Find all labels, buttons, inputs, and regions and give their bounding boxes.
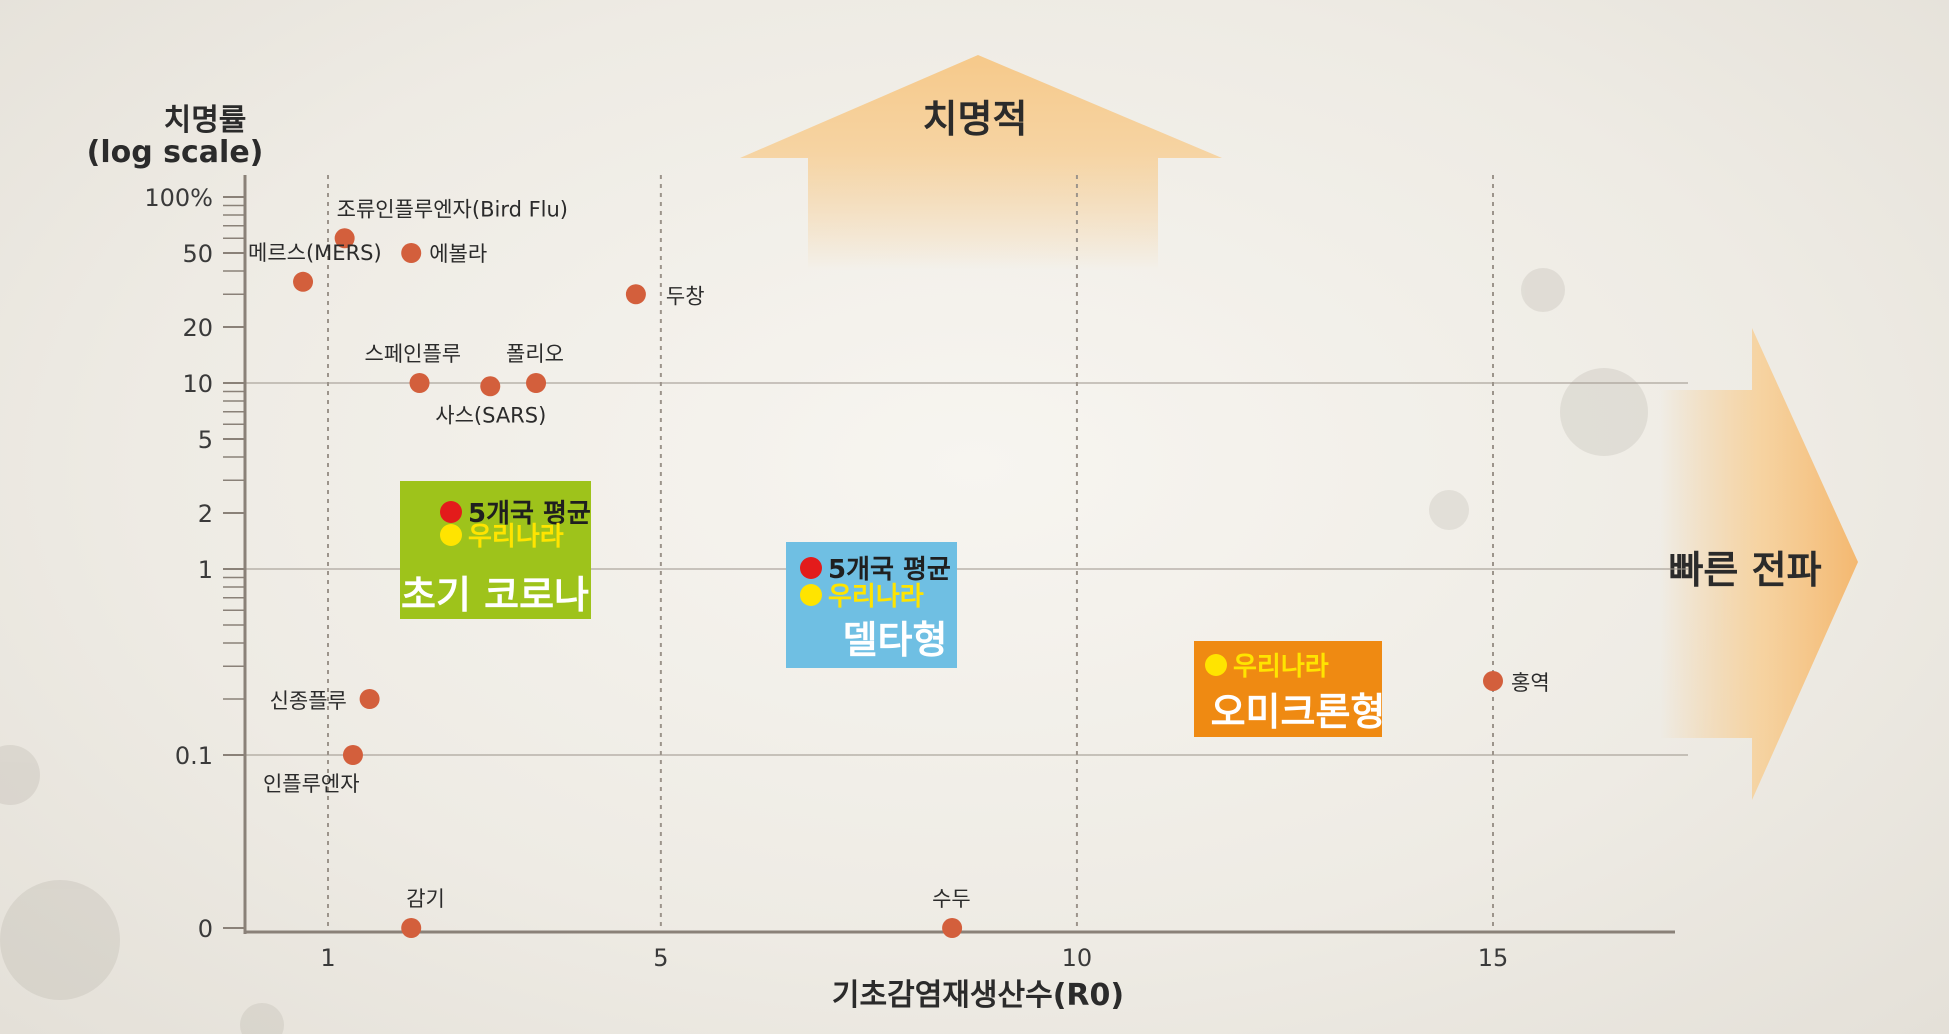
x-tick-label: 15 [1478,944,1509,972]
gridlines [245,175,1688,932]
data-point-label: 조류인플루엔자(Bird Flu) [337,197,568,221]
data-point [480,376,501,397]
delta-korea-label: 우리나라 [828,582,924,612]
data-point-label: 두창 [666,284,705,308]
data-point [625,284,646,305]
x-axis-title: 기초감염재생산수(R0) [832,978,1124,1013]
y-axis-title-line1: 치명률 [164,103,247,138]
early-korea-label: 우리나라 [468,522,564,552]
data-point-label: 메르스(MERS) [248,241,382,265]
data-point [409,373,430,393]
data-point-label: 수두 [932,887,971,911]
data-point-label: 인플루엔자 [263,772,360,796]
data-point [293,271,314,292]
y-tick-label: 0.1 [175,742,213,770]
omicron-box: 우리나라 오미크론형 [1194,641,1385,737]
data-point [334,228,355,249]
data-point-label: 신종플루 [270,689,347,713]
delta-avg-label: 5개국 평균 [828,555,951,585]
lethal-arrow: 치명적 [740,55,1222,270]
y-tick-label: 1 [198,556,213,584]
lethal-arrow-label: 치명적 [923,97,1028,141]
avg-dot [440,501,462,523]
y-tick-label: 10 [182,370,213,398]
data-points: 조류인플루엔자(Bird Flu) 메르스(MERS) 에볼라두창스페인플루사스(S… [248,197,1550,938]
korea-dot [440,524,462,546]
y-tick-label: 100% [144,184,213,212]
omicron-korea-label: 우리나라 [1233,652,1329,682]
fast-spread-arrow: 빠른 전파 [1660,328,1858,800]
y-tick-label: 2 [198,500,213,528]
y-axis-title-line2: (log scale) [87,135,264,170]
data-point-label: 스페인플루 [365,342,462,366]
data-point-label: 사스(SARS) [435,403,546,427]
delta-title: 델타형 [843,618,948,662]
delta-box: 5개국 평균 우리나라 델타형 [786,542,957,668]
data-point-label: 감기 [406,887,445,911]
y-tick-label: 50 [182,240,213,268]
x-tick-label: 10 [1062,944,1093,972]
omicron-title: 오미크론형 [1211,690,1386,734]
data-point [359,689,380,710]
data-point [401,242,422,263]
korea-dot [800,584,822,606]
y-tick-label: 20 [182,314,213,342]
data-point [1483,670,1503,691]
early-title: 초기 코로나 [401,573,589,617]
data-point-label: 폴리오 [506,342,564,366]
data-point [401,918,422,938]
y-tick-label: 0 [198,915,213,943]
virus-icon [0,268,1648,1034]
korea-dot [1205,654,1227,676]
fast-spread-arrow-label: 빠른 전파 [1668,548,1821,592]
data-point [526,373,547,393]
early-avg-label: 5개국 평균 [468,499,591,529]
y-tick-label: 5 [198,426,213,454]
x-tick-label: 1 [320,944,335,972]
x-tick-label: 5 [653,944,668,972]
data-point [342,745,363,765]
avg-dot [800,557,822,579]
early-corona-box: 5개국 평균 우리나라 초기 코로나 [400,481,591,619]
data-point [942,918,963,938]
data-point-label: 홍역 [1511,671,1550,695]
data-point-label: 에볼라 [429,242,487,266]
